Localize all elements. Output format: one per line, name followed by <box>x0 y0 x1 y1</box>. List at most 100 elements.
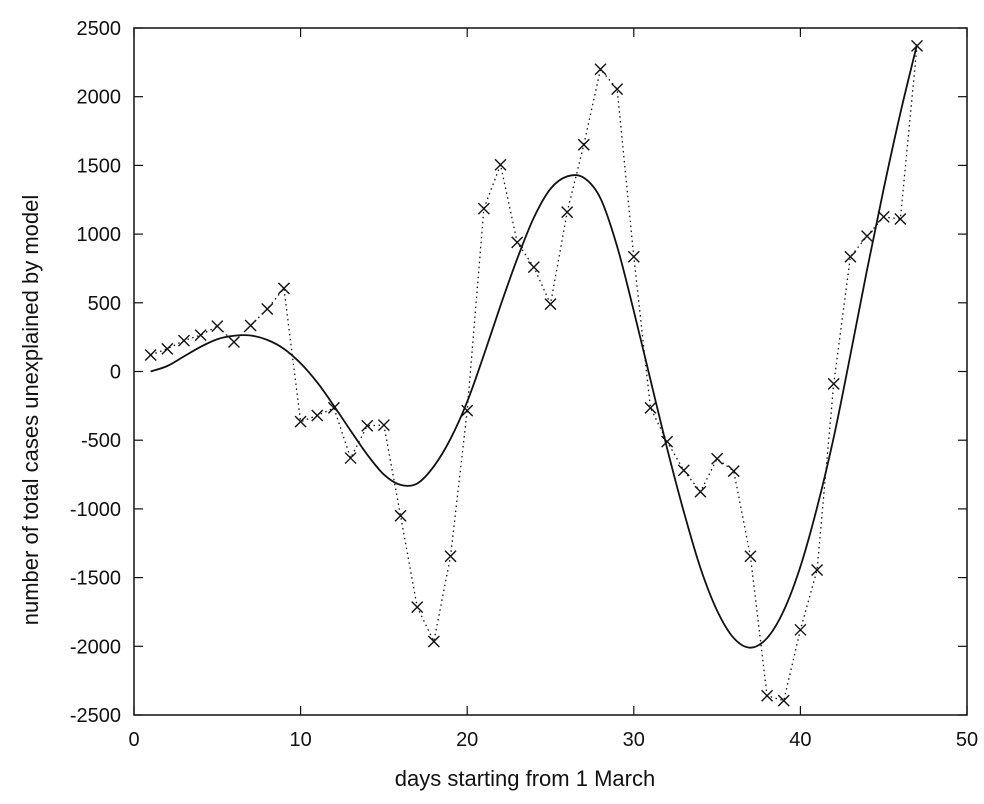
data-point-marker <box>894 212 907 225</box>
x-tick-label: 0 <box>128 729 139 751</box>
marker-stroke <box>344 452 357 465</box>
data-point-marker <box>844 250 857 263</box>
marker-stroke <box>327 401 340 414</box>
marker-stroke <box>777 694 790 707</box>
data-point-marker <box>227 335 240 348</box>
data-point-marker <box>194 329 207 342</box>
plot-frame <box>133 27 968 716</box>
data-point-marker <box>444 550 457 563</box>
marker-stroke <box>427 635 440 648</box>
data-point-marker <box>677 464 690 477</box>
data-point-marker <box>627 250 640 263</box>
data-point-marker <box>811 564 824 577</box>
data-point-marker <box>861 230 874 243</box>
marker-stroke <box>244 319 257 332</box>
marker-stroke <box>594 63 607 76</box>
marker-stroke <box>611 83 624 96</box>
marker-stroke <box>211 320 224 333</box>
marker-stroke <box>677 464 690 477</box>
data-point-marker <box>777 694 790 707</box>
data-point-marker <box>427 635 440 648</box>
marker-stroke <box>877 210 890 223</box>
y-tick-label: 1500 <box>77 155 122 177</box>
data-point-marker <box>161 342 174 355</box>
marker-stroke <box>311 409 324 422</box>
marker-stroke <box>144 349 157 362</box>
data-point-marker <box>727 465 740 478</box>
marker-stroke <box>177 334 190 347</box>
series-layer <box>144 39 924 707</box>
marker-stroke <box>794 623 807 636</box>
data-point-marker <box>577 138 590 151</box>
observed-line <box>150 45 918 702</box>
marker-stroke <box>461 404 474 417</box>
marker-stroke <box>561 206 574 219</box>
marker-stroke <box>261 302 274 315</box>
data-point-marker <box>794 623 807 636</box>
marker-stroke <box>477 202 490 215</box>
data-point-marker <box>311 409 324 422</box>
marker-stroke <box>711 452 724 465</box>
y-tick-label: -1500 <box>70 568 121 590</box>
marker-stroke <box>861 230 874 243</box>
data-point-marker <box>611 83 624 96</box>
marker-stroke <box>377 419 390 432</box>
marker-stroke <box>444 550 457 563</box>
data-point-marker <box>144 349 157 362</box>
data-point-marker <box>361 419 374 432</box>
data-point-marker <box>544 298 557 311</box>
y-tick-label: -1000 <box>70 499 121 521</box>
y-tick-label: 500 <box>88 293 121 315</box>
data-point-marker <box>327 401 340 414</box>
data-point-marker <box>411 601 424 614</box>
y-tick-label: 0 <box>110 362 121 384</box>
axes: 0 10 20 30 40 50 -2500 -2000 -1500 -1000 -500 0 500 1… <box>70 18 978 751</box>
data-point-marker <box>877 210 890 223</box>
marker-stroke <box>894 212 907 225</box>
x-tick-label: 40 <box>789 729 811 751</box>
marker-stroke <box>194 329 207 342</box>
marker-stroke <box>544 298 557 311</box>
marker-stroke <box>394 509 407 522</box>
marker-stroke <box>744 550 757 563</box>
data-point-marker <box>694 485 707 498</box>
data-point-marker <box>511 236 524 249</box>
data-point-marker <box>527 261 540 274</box>
data-point-marker <box>294 415 307 428</box>
x-tick-label: 20 <box>456 729 478 751</box>
marker-stroke <box>161 342 174 355</box>
marker-stroke <box>411 601 424 614</box>
y-axis-title: number of total cases unexplained by mod… <box>18 195 43 625</box>
y-tick-label: 1000 <box>77 224 122 246</box>
y-tick-label: -2000 <box>70 636 121 658</box>
marker-stroke <box>627 250 640 263</box>
y-tick-label: -2500 <box>70 705 121 727</box>
marker-stroke <box>661 435 674 448</box>
marker-stroke <box>294 415 307 428</box>
data-point-marker <box>377 419 390 432</box>
data-point-marker <box>744 550 757 563</box>
marker-stroke <box>277 282 290 295</box>
y-tick-label: 2500 <box>77 18 122 40</box>
marker-stroke <box>811 564 824 577</box>
marker-stroke <box>227 335 240 348</box>
data-point-marker <box>177 334 190 347</box>
marker-stroke <box>694 485 707 498</box>
marker-stroke <box>361 419 374 432</box>
data-point-marker <box>711 452 724 465</box>
data-point-marker <box>394 509 407 522</box>
marker-stroke <box>511 236 524 249</box>
data-point-marker <box>911 39 924 52</box>
data-point-marker <box>644 401 657 414</box>
data-point-marker <box>761 689 774 702</box>
marker-stroke <box>844 250 857 263</box>
data-point-marker <box>494 158 507 171</box>
x-tick-label: 10 <box>289 729 311 751</box>
data-point-marker <box>661 435 674 448</box>
data-point-marker <box>461 404 474 417</box>
y-tick-label: -500 <box>81 430 121 452</box>
data-point-marker <box>827 377 840 390</box>
marker-stroke <box>577 138 590 151</box>
x-tick-label: 50 <box>956 729 978 751</box>
